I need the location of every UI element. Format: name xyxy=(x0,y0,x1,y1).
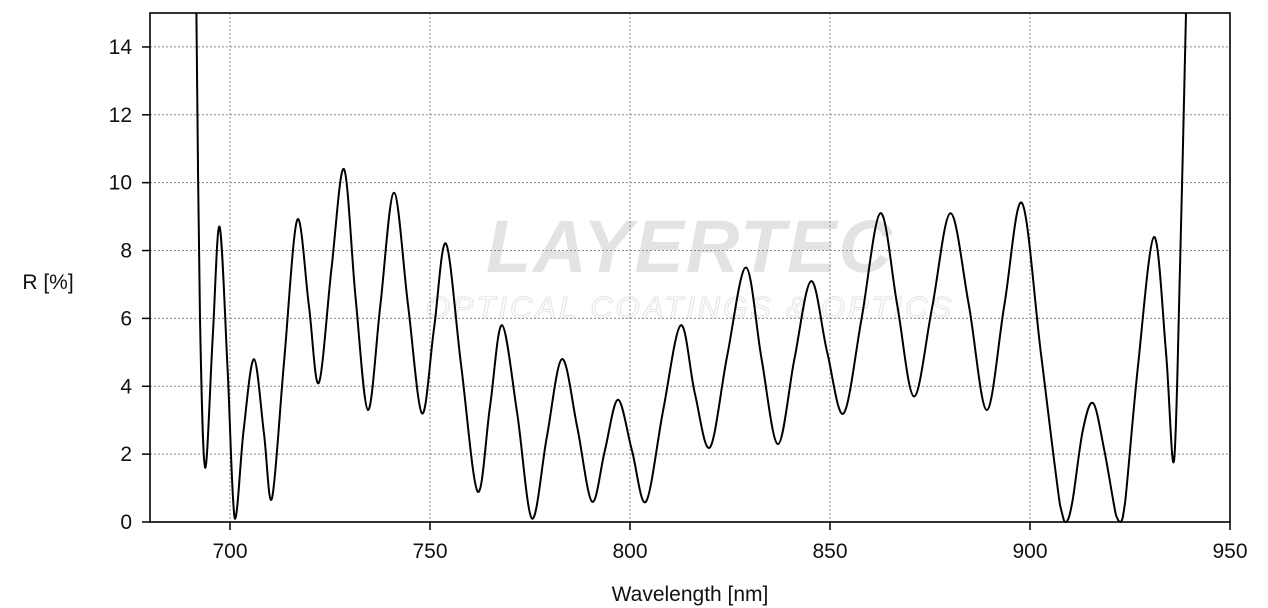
y-tick-label: 8 xyxy=(120,240,132,263)
y-tick-label: 0 xyxy=(120,511,132,534)
plot-frame xyxy=(149,12,1231,523)
axis-ticks xyxy=(142,46,1231,530)
grid-lines xyxy=(150,13,1230,522)
x-tick-label: 800 xyxy=(612,540,647,563)
tick-labels: 700 750 800 850 900 950 0 2 4 6 8 10 12 14 xyxy=(109,36,1248,563)
x-tick-label: 900 xyxy=(1012,540,1047,563)
y-tick-label: 2 xyxy=(120,443,132,466)
watermark-brand: LAYERTEC xyxy=(486,205,894,288)
x-axis-label: Wavelength [nm] xyxy=(612,583,769,606)
x-tick-label: 700 xyxy=(212,540,247,563)
y-tick-label: 12 xyxy=(109,104,132,127)
y-tick-label: 14 xyxy=(109,36,133,59)
watermark-tagline: OPTICAL COATINGS & OPTICS xyxy=(426,290,955,325)
x-tick-label: 850 xyxy=(812,540,847,563)
y-tick-label: 6 xyxy=(120,307,132,330)
x-tick-label: 750 xyxy=(412,540,447,563)
watermark-logo: LAYERTEC OPTICAL COATINGS & OPTICS xyxy=(425,205,955,326)
y-tick-label: 4 xyxy=(120,375,132,398)
x-tick-label: 950 xyxy=(1212,540,1247,563)
y-tick-label: 10 xyxy=(109,172,132,195)
reflectance-curve xyxy=(195,12,1187,523)
y-axis-label: R [%] xyxy=(22,271,73,294)
